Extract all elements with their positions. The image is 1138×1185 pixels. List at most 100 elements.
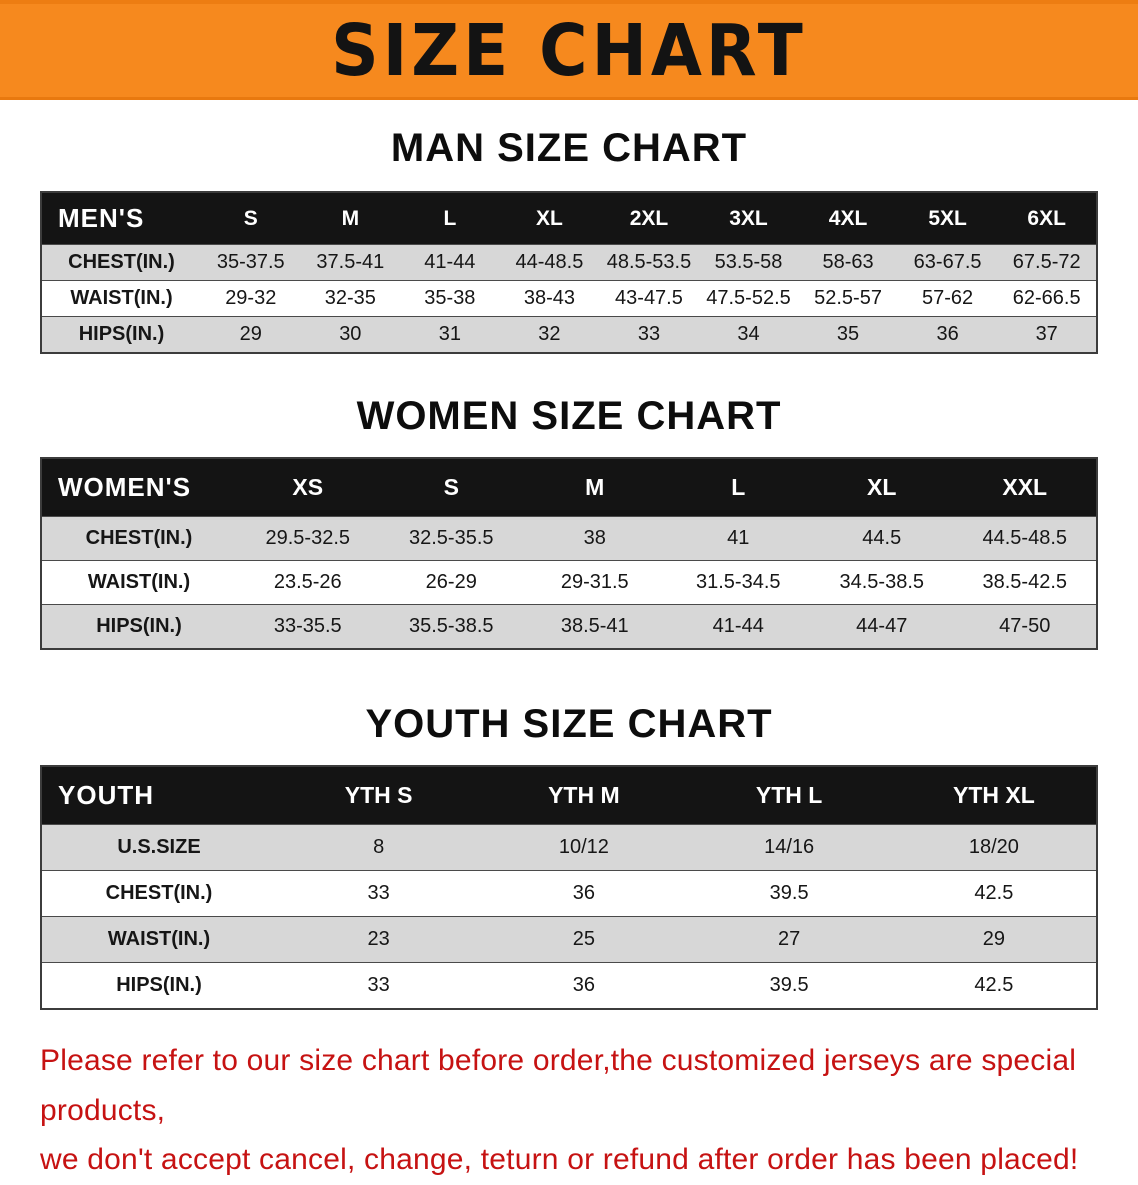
size-col-header: YTH L — [686, 766, 892, 825]
size-value: 29.5-32.5 — [265, 527, 350, 549]
size-value: 44-47 — [856, 615, 908, 637]
women-table-title: WOMEN'S — [41, 458, 236, 517]
size-value: 37.5-41 — [316, 251, 385, 273]
size-chart-banner: SIZE CHART — [0, 0, 1138, 100]
size-col-header: XL — [499, 192, 600, 245]
size-value: 44.5-48.5 — [982, 527, 1067, 549]
size-value: 34 — [737, 323, 760, 345]
size-value: 32-35 — [324, 287, 376, 309]
women-chest-row: CHEST(IN.) 29.5-32.5 32.5-35.5 38 41 44.… — [41, 516, 1097, 561]
row-label: CHEST(IN.) — [105, 882, 213, 904]
youth-ussize-row: U.S.SIZE 8 10/12 14/16 18/20 — [41, 824, 1097, 871]
size-value: 39.5 — [769, 974, 809, 996]
size-value: 35-38 — [424, 287, 476, 309]
size-value: 57-62 — [922, 287, 974, 309]
size-value: 18/20 — [968, 836, 1019, 858]
size-value: 42.5 — [974, 882, 1014, 904]
size-value: 29 — [239, 323, 262, 345]
size-value: 33 — [637, 323, 661, 345]
youth-hips-row: HIPS(IN.) 33 36 39.5 42.5 — [41, 962, 1097, 1009]
row-label: HIPS(IN.) — [78, 323, 165, 345]
size-value: 47-50 — [999, 615, 1051, 637]
size-value: 58-63 — [822, 251, 874, 273]
size-value: 41-44 — [424, 251, 476, 273]
youth-header-row: YOUTH YTH S YTH M YTH L YTH XL — [41, 766, 1097, 825]
man-table-title: MEN'S — [41, 192, 201, 245]
size-col-header: XL — [810, 458, 954, 517]
size-col-header: L — [400, 192, 500, 245]
size-value: 47.5-52.5 — [706, 287, 791, 309]
man-table-wrap: MEN'S S M L XL 2XL 3XL 4XL 5XL 6XL CHEST… — [0, 191, 1138, 354]
women-section-heading: WOMEN SIZE CHART — [356, 394, 782, 438]
size-value: 41 — [727, 527, 750, 549]
size-value: 35 — [836, 323, 860, 345]
size-value: 52.5-57 — [814, 287, 882, 309]
man-chest-row: CHEST(IN.) 35-37.5 37.5-41 41-44 44-48.5… — [41, 244, 1097, 281]
size-value: 33 — [367, 974, 390, 996]
row-label: U.S.SIZE — [117, 836, 201, 858]
size-value: 43-47.5 — [615, 287, 683, 309]
size-col-header: S — [201, 192, 301, 245]
size-value: 37 — [1035, 323, 1058, 345]
size-value: 34.5-38.5 — [839, 571, 924, 593]
size-value: 25 — [572, 928, 595, 950]
size-value: 14/16 — [764, 836, 815, 858]
man-section-heading: MAN SIZE CHART — [390, 126, 748, 170]
women-size-table: WOMEN'S XS S M L XL XXL CHEST(IN.) 29.5-… — [40, 457, 1098, 650]
size-value: 44.5 — [862, 527, 902, 549]
size-col-header: M — [523, 458, 667, 517]
man-size-table: MEN'S S M L XL 2XL 3XL 4XL 5XL 6XL CHEST… — [40, 191, 1098, 354]
size-value: 32.5-35.5 — [408, 527, 494, 549]
youth-section-heading: YOUTH SIZE CHART — [365, 702, 773, 746]
size-value: 38.5-41 — [560, 615, 629, 637]
women-header-row: WOMEN'S XS S M L XL XXL — [41, 458, 1097, 517]
size-value: 29 — [982, 928, 1005, 950]
size-value: 29-32 — [225, 287, 277, 309]
row-label: CHEST(IN.) — [68, 251, 175, 273]
row-label: HIPS(IN.) — [96, 615, 182, 637]
size-value: 35-37.5 — [216, 251, 285, 273]
row-label: CHEST(IN.) — [85, 527, 193, 549]
size-col-header: XXL — [953, 458, 1097, 517]
youth-table-title: YOUTH — [41, 766, 276, 825]
size-value: 27 — [778, 928, 801, 950]
size-col-header: L — [666, 458, 810, 517]
size-value: 26-29 — [425, 571, 477, 593]
women-table-wrap: WOMEN'S XS S M L XL XXL CHEST(IN.) 29.5-… — [0, 457, 1138, 650]
size-value: 48.5-53.5 — [606, 251, 692, 273]
size-value: 63-67.5 — [913, 251, 982, 273]
size-value: 35.5-38.5 — [408, 615, 494, 637]
notice-line-2: we don't accept cancel, change, teturn o… — [40, 1143, 1079, 1176]
man-header-row: MEN'S S M L XL 2XL 3XL 4XL 5XL 6XL — [41, 192, 1097, 245]
size-value: 33-35.5 — [273, 615, 342, 637]
size-col-header: YTH M — [481, 766, 687, 825]
size-value: 23.5-26 — [273, 571, 342, 593]
row-label: WAIST(IN.) — [107, 928, 211, 950]
row-label: WAIST(IN.) — [70, 287, 173, 309]
man-hips-row: HIPS(IN.) 29 30 31 32 33 34 35 36 37 — [41, 316, 1097, 353]
size-col-header: 2XL — [599, 192, 699, 245]
women-waist-row: WAIST(IN.) 23.5-26 26-29 29-31.5 31.5-34… — [41, 560, 1097, 605]
size-value: 41-44 — [712, 615, 764, 637]
youth-waist-row: WAIST(IN.) 23 25 27 29 — [41, 916, 1097, 963]
size-value: 38-43 — [523, 287, 575, 309]
size-value: 31.5-34.5 — [695, 571, 781, 593]
size-value: 62-66.5 — [1012, 287, 1081, 309]
youth-chest-row: CHEST(IN.) 33 36 39.5 42.5 — [41, 870, 1097, 917]
size-value: 33 — [367, 882, 390, 904]
youth-table-wrap: YOUTH YTH S YTH M YTH L YTH XL U.S.SIZE … — [0, 765, 1138, 1010]
size-value: 32 — [538, 323, 561, 345]
size-value: 44-48.5 — [515, 251, 584, 273]
size-value: 39.5 — [769, 882, 809, 904]
size-value: 38.5-42.5 — [982, 571, 1067, 593]
size-col-header: M — [300, 192, 401, 245]
size-value: 36 — [936, 323, 959, 345]
order-notice: Please refer to our size chart before or… — [40, 1036, 1108, 1185]
page-title: SIZE CHART — [331, 8, 807, 92]
size-value: 8 — [373, 836, 385, 858]
women-hips-row: HIPS(IN.) 33-35.5 35.5-38.5 38.5-41 41-4… — [41, 604, 1097, 649]
size-col-header: YTH S — [276, 766, 482, 825]
size-col-header: 3XL — [698, 192, 799, 245]
notice-line-1: Please refer to our size chart before or… — [40, 1044, 1077, 1127]
size-value: 42.5 — [974, 974, 1014, 996]
